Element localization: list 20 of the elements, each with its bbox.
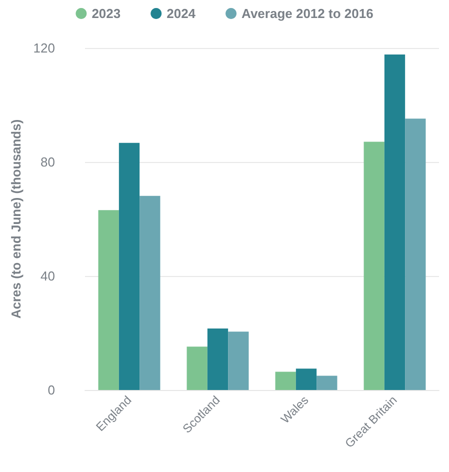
bar — [405, 118, 426, 390]
legend-label: 2023 — [92, 6, 121, 21]
bar — [275, 372, 296, 390]
bar — [296, 368, 317, 390]
y-axis-title: Acres (to end June) (thousands) — [8, 119, 24, 319]
bar — [98, 210, 119, 390]
y-tick-label: 120 — [33, 40, 55, 56]
bar — [316, 376, 338, 390]
legend-label: Average 2012 to 2016 — [242, 6, 374, 21]
bar — [384, 54, 406, 390]
y-tick-label: 0 — [48, 382, 55, 398]
bar — [364, 142, 384, 390]
bar — [207, 328, 228, 390]
y-tick-label: 80 — [40, 154, 55, 170]
y-tick-label: 40 — [40, 268, 55, 284]
legend-label: 2024 — [166, 6, 196, 21]
bar — [186, 346, 208, 390]
bar — [228, 332, 249, 390]
bar — [140, 196, 160, 390]
bar — [118, 142, 140, 390]
